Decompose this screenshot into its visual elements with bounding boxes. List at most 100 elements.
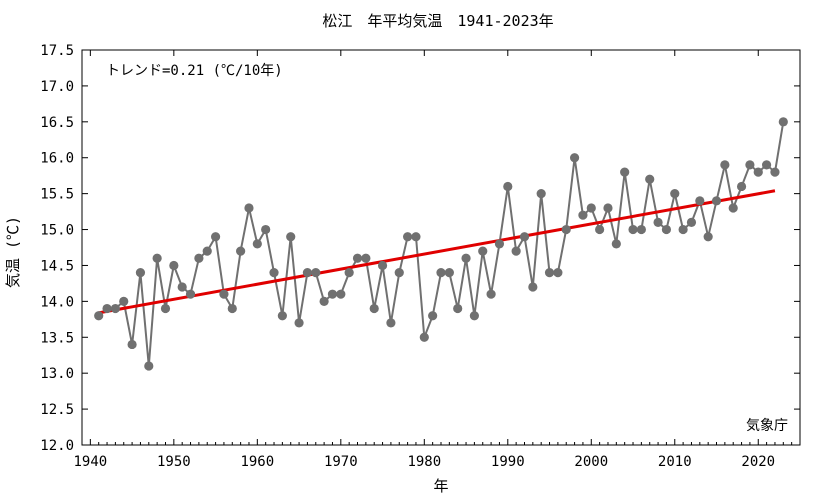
data-point [311, 268, 321, 278]
y-axis-label: 気温 (℃) [4, 216, 22, 288]
data-point [686, 217, 697, 227]
data-point [511, 246, 521, 256]
data-point [711, 196, 722, 206]
data-marks [94, 117, 788, 371]
data-point [160, 303, 171, 314]
data-point [494, 239, 505, 249]
trend-label: トレンド=0.21 (℃/10年) [106, 63, 283, 79]
chart-title: 松江 年平均気温 1941-2023年 [322, 12, 553, 30]
y-axis: 12.0 12.5 13.0 13.5 14.0 14.5 15.0 15.5 16.0 16.5… [40, 43, 800, 454]
x-tick-label: 1950 [157, 454, 191, 470]
y-tick-label: 16.0 [40, 151, 74, 167]
x-tick-label: 1960 [240, 454, 274, 470]
x-tick-label: 1990 [491, 454, 525, 470]
data-point [219, 289, 229, 299]
y-tick-label: 16.5 [40, 115, 74, 131]
data-point [236, 246, 246, 256]
x-tick-label: 2000 [574, 454, 608, 470]
data-point [110, 303, 120, 314]
data-point [661, 224, 672, 235]
data-point [578, 210, 588, 220]
data-point [361, 253, 371, 263]
x-tick-label: 1980 [407, 454, 441, 470]
y-tick-label: 14.0 [40, 294, 74, 310]
data-point [536, 189, 546, 199]
data-point [778, 117, 788, 127]
y-tick-label: 15.5 [40, 187, 74, 203]
data-point [461, 253, 471, 263]
data-point [753, 167, 763, 177]
data-point [544, 268, 555, 278]
data-point [202, 246, 212, 256]
data-point [277, 311, 287, 321]
data-point [645, 174, 655, 184]
data-point [453, 303, 463, 314]
data-point [135, 268, 146, 278]
series-line [98, 121, 785, 367]
data-point [478, 246, 488, 256]
data-point [411, 232, 421, 242]
data-point [177, 282, 187, 292]
data-point [770, 167, 780, 177]
data-point [528, 282, 538, 292]
data-point [762, 160, 772, 170]
data-point [428, 311, 438, 321]
y-tick-label: 14.5 [40, 258, 74, 274]
y-tick-label: 12.5 [40, 402, 74, 418]
source-label: 気象庁 [746, 418, 788, 434]
data-point [286, 232, 296, 242]
data-point [327, 289, 338, 299]
data-point [519, 232, 530, 242]
y-tick-label: 12.0 [40, 438, 74, 454]
data-point [670, 189, 680, 199]
data-point [227, 303, 237, 314]
y-tick-label: 17.5 [40, 43, 74, 59]
data-point [595, 224, 605, 235]
data-point [703, 232, 713, 242]
data-point [394, 268, 404, 278]
data-point [469, 311, 479, 321]
data-point [720, 160, 730, 170]
data-point [695, 196, 705, 206]
data-point [569, 153, 580, 163]
data-point [152, 253, 162, 263]
data-point [419, 332, 429, 342]
data-point [94, 311, 104, 321]
data-point [302, 268, 313, 278]
data-point [678, 224, 688, 235]
data-point [244, 203, 254, 213]
x-tick-label: 1940 [73, 454, 107, 470]
data-point [269, 268, 279, 278]
y-tick-label: 13.5 [40, 330, 74, 346]
x-tick-label: 2020 [741, 454, 775, 470]
x-tick-label: 2010 [658, 454, 692, 470]
data-point [403, 232, 413, 242]
data-point [210, 232, 221, 242]
data-point [336, 289, 346, 299]
data-point [636, 224, 646, 235]
data-point [185, 289, 196, 299]
data-point [553, 268, 563, 278]
data-point [436, 268, 446, 278]
data-point [603, 203, 613, 213]
data-point [586, 203, 596, 213]
data-point [194, 253, 204, 263]
data-point [352, 253, 363, 263]
plot-frame [81, 49, 801, 446]
data-point [628, 224, 638, 235]
trend-line [98, 189, 776, 315]
y-tick-label: 15.0 [40, 223, 74, 239]
data-point [728, 203, 738, 213]
data-point [261, 224, 271, 235]
y-tick-label: 13.0 [40, 366, 74, 382]
x-axis-label: 年 [433, 477, 448, 495]
data-point [503, 181, 513, 192]
data-point [561, 224, 571, 235]
data-point [486, 289, 496, 299]
data-point [736, 181, 747, 192]
data-point [653, 217, 663, 227]
data-point [386, 318, 396, 328]
data-point [119, 296, 129, 306]
data-point [620, 167, 630, 177]
